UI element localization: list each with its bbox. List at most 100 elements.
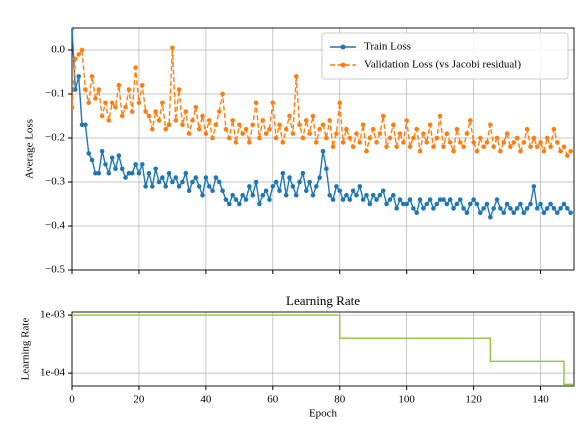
legend-label: Train Loss xyxy=(364,41,411,53)
data-point xyxy=(156,118,162,123)
data-point xyxy=(196,126,202,132)
data-point xyxy=(414,210,420,216)
data-point xyxy=(508,206,513,211)
data-point xyxy=(230,192,235,198)
data-point xyxy=(263,131,269,136)
data-point xyxy=(226,201,232,207)
data-point xyxy=(494,135,500,141)
data-point xyxy=(150,126,155,132)
x-tick-label: 60 xyxy=(267,394,279,406)
data-point xyxy=(129,109,135,114)
data-point xyxy=(186,188,192,194)
data-point xyxy=(330,197,336,202)
data-point xyxy=(247,184,252,189)
series-line xyxy=(72,47,572,158)
data-point xyxy=(518,201,523,207)
data-point xyxy=(267,197,272,202)
data-point xyxy=(451,206,456,211)
data-point xyxy=(163,126,169,132)
data-point xyxy=(86,151,92,156)
data-point xyxy=(170,179,175,185)
data-point xyxy=(561,201,567,207)
data-point xyxy=(380,113,386,119)
data-point xyxy=(508,144,513,150)
plot-area xyxy=(72,314,574,386)
data-point xyxy=(347,135,353,141)
data-point xyxy=(384,201,389,207)
data-point xyxy=(273,179,279,185)
data-point xyxy=(146,113,152,119)
data-point xyxy=(377,192,383,198)
data-point xyxy=(210,188,215,194)
data-point xyxy=(223,197,229,202)
y-tick-label: 0.0 xyxy=(51,44,65,56)
data-point xyxy=(370,192,376,198)
data-point xyxy=(226,135,232,141)
data-point xyxy=(133,65,138,70)
data-point xyxy=(457,197,463,202)
data-point xyxy=(180,122,185,128)
data-point xyxy=(200,192,205,198)
data-point xyxy=(106,118,112,123)
data-point xyxy=(424,140,430,145)
data-point xyxy=(568,210,573,216)
x-tick-label: 0 xyxy=(69,394,75,406)
data-point xyxy=(303,118,309,123)
y-tick-label: −0.5 xyxy=(45,264,65,276)
data-point xyxy=(397,131,403,136)
data-point xyxy=(113,166,118,172)
data-point xyxy=(441,197,446,202)
data-point xyxy=(417,197,423,202)
data-point xyxy=(327,192,332,198)
data-point xyxy=(548,201,553,207)
data-point xyxy=(467,201,473,207)
data-point xyxy=(327,118,332,123)
data-point xyxy=(364,192,369,198)
data-point xyxy=(136,100,142,106)
legend: Train Loss Validation Loss (vs Jacobi res… xyxy=(321,32,569,80)
data-point xyxy=(367,201,373,207)
data-point xyxy=(233,197,239,202)
data-point xyxy=(387,197,393,202)
y-axis-label: Learning Rate xyxy=(20,318,32,381)
data-point xyxy=(143,184,148,189)
data-point xyxy=(200,113,205,119)
data-point xyxy=(548,144,553,150)
data-point xyxy=(153,166,158,172)
data-point xyxy=(270,100,276,106)
data-point xyxy=(139,82,145,88)
data-point xyxy=(176,184,182,189)
data-point xyxy=(434,135,440,141)
data-point xyxy=(237,201,242,207)
data-point xyxy=(481,206,486,211)
data-point xyxy=(447,140,453,145)
data-point xyxy=(491,144,496,150)
data-point xyxy=(494,197,500,202)
data-point xyxy=(551,206,557,211)
data-point xyxy=(277,122,282,128)
data-point xyxy=(216,109,222,114)
data-point xyxy=(531,135,537,141)
x-tick-label: 40 xyxy=(200,394,212,406)
data-point xyxy=(484,201,490,207)
data-point xyxy=(257,201,262,207)
data-point xyxy=(93,96,98,101)
data-point xyxy=(163,184,169,189)
data-point xyxy=(374,197,379,202)
data-point xyxy=(407,197,413,202)
data-point xyxy=(116,153,122,158)
data-point xyxy=(113,104,118,110)
series-line xyxy=(72,314,574,386)
data-point xyxy=(360,197,366,202)
data-point xyxy=(103,100,108,106)
data-point xyxy=(498,148,503,154)
data-point xyxy=(129,170,135,176)
data-point xyxy=(501,140,507,145)
x-tick-label: 20 xyxy=(133,394,145,406)
data-point xyxy=(411,135,416,141)
data-point xyxy=(534,206,540,211)
data-point xyxy=(354,192,359,198)
y-tick-label: −0.2 xyxy=(45,132,65,144)
data-point xyxy=(106,170,112,176)
data-point xyxy=(223,126,229,132)
